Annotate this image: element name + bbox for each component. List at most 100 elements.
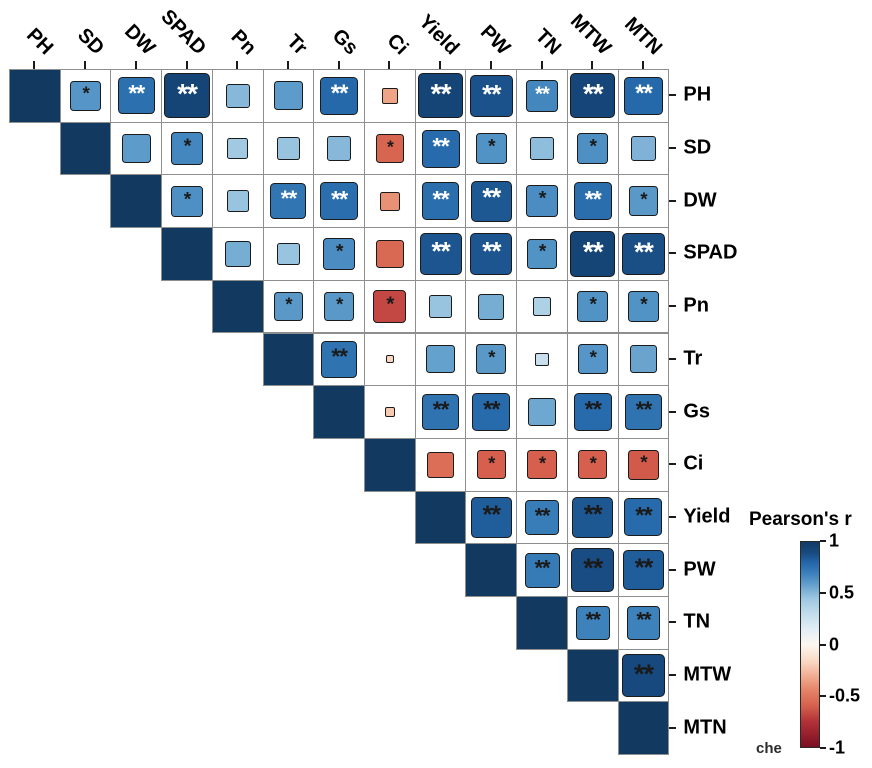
- column-label-PW: PW: [475, 20, 515, 60]
- correlation-cell-DW-Pn: [211, 174, 264, 229]
- significance-stars: **: [635, 396, 653, 422]
- row-label-Gs: Gs: [683, 400, 711, 423]
- significance-stars: *: [589, 346, 597, 368]
- significance-stars: **: [431, 235, 451, 266]
- correlation-cell-Gs-Yield: **: [414, 385, 467, 439]
- correlation-square: **: [421, 129, 460, 168]
- diagonal-cell-Gs: [313, 385, 366, 439]
- correlation-square: **: [570, 73, 616, 119]
- y-axis-tick-SD: [668, 147, 677, 150]
- significance-stars: **: [482, 500, 501, 529]
- correlation-square: [226, 190, 249, 213]
- correlation-square: [277, 242, 300, 266]
- correlation-cell-Gs-TN: [516, 385, 568, 439]
- correlation-cell-MTW-MTN: **: [617, 648, 670, 703]
- correlation-square: [532, 297, 552, 316]
- significance-stars: **: [432, 185, 450, 212]
- significance-stars: *: [589, 136, 597, 158]
- correlation-cell-Yield-PW: **: [465, 490, 518, 545]
- correlation-cell-Tr-Ci: [364, 332, 416, 387]
- row-label-Tr: Tr: [683, 347, 703, 370]
- correlation-square: [629, 345, 658, 374]
- correlation-square: *: [476, 450, 506, 480]
- x-axis-tick-SD: [84, 61, 87, 69]
- correlation-square: **: [470, 74, 513, 118]
- column-label-PH: PH: [22, 24, 58, 60]
- correlation-cell-PH-MTN: **: [617, 69, 670, 123]
- colorbar-gradient: [800, 541, 820, 748]
- correlation-cell-PH-DW: **: [110, 69, 163, 123]
- correlation-square: [277, 137, 300, 160]
- diagonal-cell-PH: [9, 69, 61, 123]
- correlation-square: *: [476, 344, 507, 375]
- correlation-square: *: [577, 132, 609, 165]
- significance-stars: *: [538, 241, 546, 263]
- correlation-square: *: [527, 450, 557, 480]
- significance-stars: **: [331, 344, 348, 370]
- correlation-square: [380, 191, 400, 211]
- significance-stars: *: [589, 453, 597, 474]
- correlation-square: **: [622, 232, 665, 276]
- significance-stars: **: [585, 608, 601, 632]
- correlation-cell-Pn-Tr: *: [262, 279, 315, 334]
- correlation-square: **: [573, 393, 612, 432]
- correlation-cell-Yield-MTW: **: [566, 490, 619, 545]
- significance-stars: **: [534, 555, 551, 581]
- correlation-square: **: [623, 549, 664, 591]
- significance-stars: **: [583, 500, 603, 529]
- y-axis-tick-PW: [668, 568, 677, 571]
- correlation-square: *: [628, 449, 659, 480]
- significance-stars: *: [386, 136, 394, 157]
- correlation-square: [528, 398, 556, 426]
- correlation-cell-PH-TN: **: [516, 69, 568, 123]
- correlation-cell-SPAD-Yield: **: [414, 227, 467, 281]
- correlation-square: **: [571, 548, 615, 592]
- column-label-DW: DW: [119, 20, 160, 60]
- significance-stars: **: [482, 184, 501, 213]
- x-axis-tick-Yield: [439, 61, 442, 69]
- x-axis-tick-PW: [489, 61, 492, 69]
- column-label-SPAD: SPAD: [155, 5, 210, 60]
- y-axis-tick-Tr: [668, 357, 677, 360]
- correlation-square: **: [164, 73, 210, 119]
- correlation-cell-DW-TN: *: [516, 174, 568, 229]
- correlation-square: **: [417, 73, 464, 119]
- correlation-cell-Tr-Yield: [414, 332, 467, 387]
- correlation-square: **: [470, 233, 513, 275]
- correlation-cell-Ci-MTW: *: [566, 437, 619, 492]
- colorbar-label-1: 1: [829, 530, 840, 551]
- correlation-square: *: [324, 291, 354, 322]
- correlation-square: *: [70, 80, 101, 111]
- row-label-DW: DW: [683, 189, 717, 212]
- correlation-cell-PW-TN: **: [516, 543, 568, 597]
- correlation-cell-PW-MTW: **: [566, 543, 619, 597]
- row-label-Ci: Ci: [683, 452, 704, 475]
- correlation-cell-SD-MTW: *: [566, 121, 619, 176]
- significance-stars: *: [488, 453, 495, 474]
- significance-stars: *: [640, 451, 647, 473]
- diagonal-cell-Yield: [414, 490, 467, 545]
- correlation-square: *: [373, 290, 407, 324]
- row-label-Yield: Yield: [683, 505, 731, 528]
- significance-stars: **: [331, 185, 348, 212]
- significance-stars: **: [482, 235, 501, 266]
- correlation-cell-SD-SPAD: *: [161, 121, 213, 176]
- correlation-cell-TN-MTN: **: [617, 596, 670, 650]
- correlation-cell-DW-MTN: *: [617, 174, 670, 229]
- correlation-square: *: [628, 291, 659, 322]
- row-label-TN: TN: [683, 610, 711, 633]
- correlation-square: [384, 406, 395, 418]
- x-axis-tick-DW: [134, 61, 137, 69]
- correlation-cell-PH-SPAD: **: [161, 69, 213, 123]
- correlation-square: *: [273, 291, 304, 322]
- correlation-square: **: [524, 500, 560, 535]
- column-label-Yield: Yield: [414, 10, 464, 60]
- colorbar-tick: [820, 747, 826, 749]
- correlation-cell-DW-SPAD: *: [161, 174, 213, 229]
- correlation-cell-Pn-TN: [516, 279, 568, 334]
- correlation-cell-SD-DW: [110, 121, 163, 176]
- correlation-square: **: [422, 393, 459, 431]
- correlation-square: **: [575, 606, 610, 640]
- correlation-square: [630, 135, 657, 162]
- row-label-MTW: MTW: [683, 663, 732, 686]
